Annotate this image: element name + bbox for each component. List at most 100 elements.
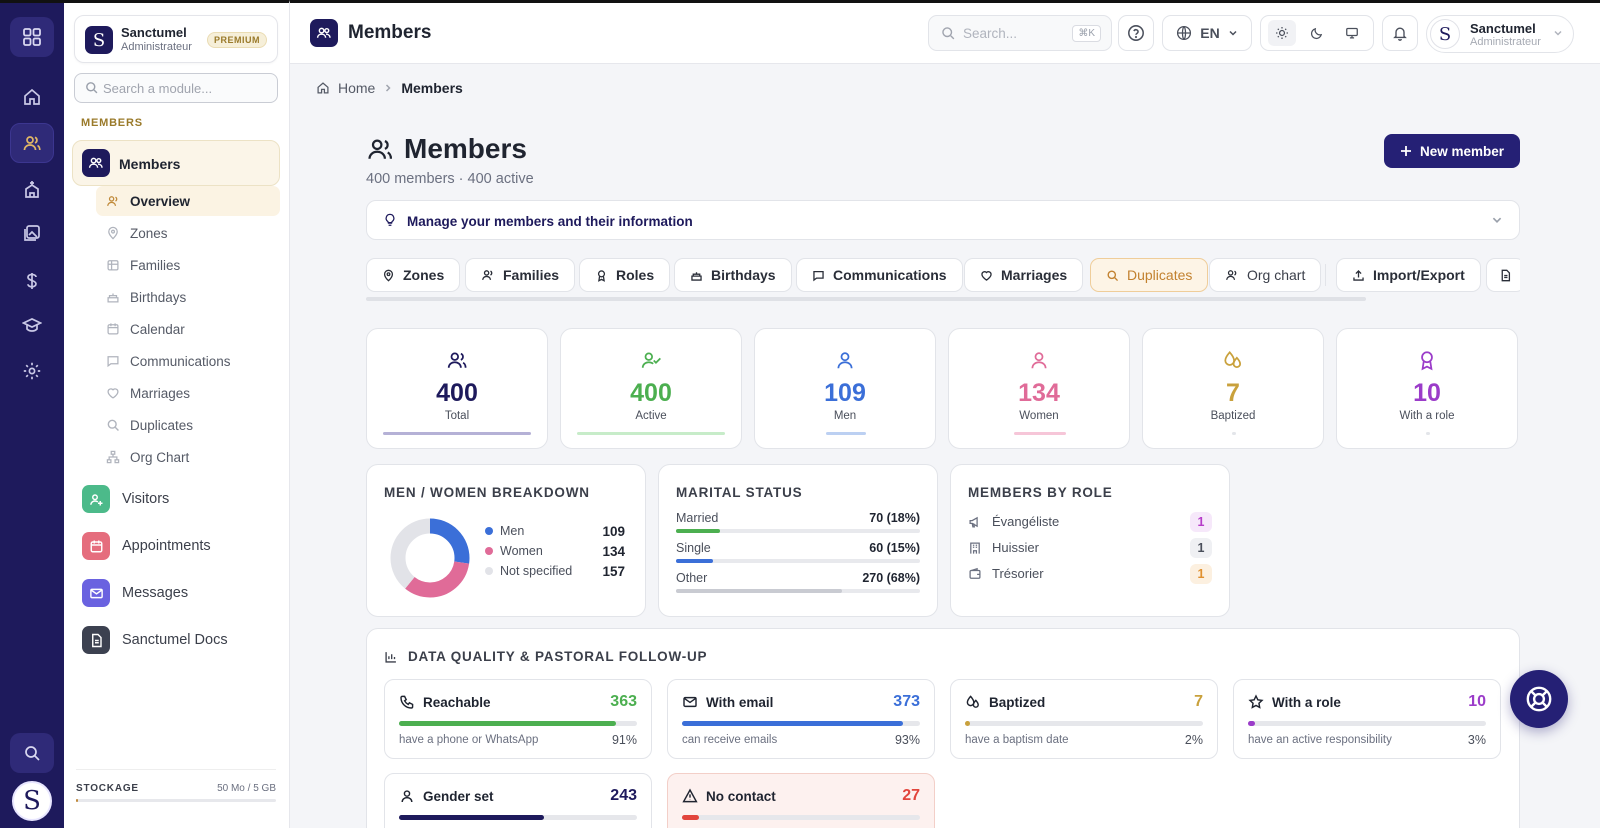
tab-marriages[interactable]: Marriages	[964, 258, 1084, 292]
legend-dot	[485, 567, 493, 575]
phone-icon	[400, 695, 414, 709]
sidebar-module-visitors[interactable]: Visitors	[82, 484, 169, 514]
tab-zones[interactable]: Zones	[366, 258, 461, 292]
search-icon[interactable]	[10, 733, 54, 773]
sidebar-subitem-overview[interactable]: Overview	[96, 186, 280, 216]
storage-bar	[76, 799, 276, 802]
quality-bar	[965, 721, 1203, 726]
members-rail-icon[interactable]	[10, 123, 54, 163]
moon-icon[interactable]	[1303, 20, 1331, 46]
role-row[interactable]: Trésorier 1	[968, 563, 1212, 584]
sidebar-module-docs[interactable]: Sanctumel Docs	[82, 625, 228, 655]
organization-switcher[interactable]: S Sanctumel Administrateur PREMIUM	[74, 15, 278, 63]
user-avatar[interactable]: S	[12, 781, 52, 821]
language-selector[interactable]: EN	[1162, 15, 1252, 51]
graduation-cap-icon[interactable]	[10, 305, 54, 345]
tab-birthdays[interactable]: Birthdays	[674, 258, 792, 292]
tab-import-export[interactable]: Import/Export	[1336, 258, 1481, 292]
users-icon	[368, 139, 393, 159]
card-title: MEN / WOMEN BREAKDOWN	[384, 485, 590, 500]
sidebar-module-label: Sanctumel Docs	[122, 632, 228, 648]
quality-label: Gender set	[423, 788, 494, 804]
settings-gear-icon[interactable]	[10, 351, 54, 391]
global-search[interactable]: Search... ⌘K	[928, 15, 1112, 51]
user-icon	[949, 349, 1129, 371]
sidebar-module-messages[interactable]: Messages	[82, 578, 188, 608]
role-row[interactable]: Huissier 1	[968, 537, 1212, 558]
quality-card-with-email: With email 373 can receive emails 93%	[667, 679, 935, 759]
search-icon	[106, 418, 120, 432]
notifications-button[interactable]	[1382, 15, 1418, 51]
home-icon[interactable]	[10, 77, 54, 117]
stat-value: 7	[1226, 379, 1240, 407]
sidebar-subitem-label: Birthdays	[130, 289, 187, 305]
quality-card-no-contact: No contact 27	[667, 773, 935, 828]
church-icon[interactable]	[10, 169, 54, 209]
role-row[interactable]: Évangéliste 1	[968, 511, 1212, 532]
sun-icon[interactable]	[1268, 20, 1297, 46]
user-avatar: S	[1430, 19, 1460, 49]
stat-card-with-role: 10 With a role	[1336, 328, 1518, 449]
tabs-scrollbar[interactable]	[366, 297, 1366, 301]
stat-value: 134	[1018, 379, 1060, 407]
quality-card-baptized: Baptized 7 have a baptism date 2%	[950, 679, 1218, 759]
support-button[interactable]	[1510, 670, 1568, 728]
marital-row-other: Other 270 (68%)	[676, 571, 920, 593]
new-member-button[interactable]: New member	[1384, 134, 1520, 168]
tab-duplicates[interactable]: Duplicates	[1090, 258, 1209, 292]
user-menu[interactable]: S Sanctumel Administrateur	[1426, 15, 1574, 53]
donut-slice-not-specified	[390, 518, 470, 598]
quality-bar-fill	[682, 815, 699, 820]
tab-communications[interactable]: Communications	[796, 258, 963, 292]
quality-bar	[1248, 721, 1486, 726]
gallery-icon[interactable]	[10, 213, 54, 253]
sidebar-subitem-families[interactable]: Families	[96, 250, 280, 280]
award-icon	[597, 269, 606, 282]
sidebar-subitem-communications[interactable]: Communications	[96, 346, 280, 376]
tab-label: Marriages	[1001, 267, 1068, 283]
tab-label: Birthdays	[711, 267, 776, 283]
sidebar-subitem-marriages[interactable]: Marriages	[96, 378, 280, 408]
sidebar-subitem-calendar[interactable]: Calendar	[96, 314, 280, 344]
top-bar-title: Members	[348, 22, 432, 43]
sidebar-subitem-zones[interactable]: Zones	[96, 218, 280, 248]
quality-card-header: Reachable	[399, 694, 491, 710]
droplets-icon	[966, 695, 979, 708]
stat-value: 109	[824, 379, 866, 407]
finance-icon[interactable]	[10, 261, 54, 301]
tab-label: Families	[503, 267, 560, 283]
tab-roles[interactable]: Roles	[579, 258, 671, 292]
info-banner[interactable]: Manage your members and their informatio…	[366, 200, 1520, 240]
stat-label: Active	[635, 410, 667, 422]
heart-icon	[981, 270, 992, 281]
sidebar-subitem-label: Communications	[130, 353, 231, 369]
module-search-input[interactable]	[103, 79, 271, 97]
marital-label: Single	[676, 541, 711, 555]
quality-value: 7	[1194, 693, 1203, 710]
quality-card-header: No contact	[682, 788, 776, 804]
quality-percent: 93%	[894, 733, 920, 747]
marital-bar-fill	[676, 529, 720, 533]
apps-grid-icon[interactable]	[10, 17, 54, 57]
org-name: Sanctumel	[121, 25, 187, 40]
sidebar-module-appointments[interactable]: Appointments	[82, 531, 211, 561]
sidebar-subitem-duplicates[interactable]: Duplicates	[96, 410, 280, 440]
help-button[interactable]	[1118, 15, 1154, 51]
legend-not-specified: Not specified 157	[485, 564, 625, 579]
tab-org-chart[interactable]: Org chart	[1209, 258, 1322, 292]
monitor-icon[interactable]	[1338, 20, 1366, 46]
stat-value: 400	[436, 379, 478, 407]
tab-more[interactable]	[1486, 258, 1520, 292]
tab-label: Communications	[833, 267, 947, 283]
chevron-down-icon	[1491, 214, 1503, 226]
sidebar-item-members[interactable]: Members	[72, 140, 280, 186]
sidebar-subitem-org-chart[interactable]: Org Chart	[96, 442, 280, 472]
sidebar-subitem-birthdays[interactable]: Birthdays	[96, 282, 280, 312]
map-pin-icon	[383, 269, 394, 282]
quality-card-header: Gender set	[399, 788, 494, 804]
module-search[interactable]	[74, 73, 278, 103]
legend-label: Men	[500, 524, 525, 538]
tab-families[interactable]: Families	[465, 258, 576, 292]
breadcrumb-home[interactable]: Home	[338, 80, 376, 96]
alert-triangle-icon	[682, 788, 698, 803]
